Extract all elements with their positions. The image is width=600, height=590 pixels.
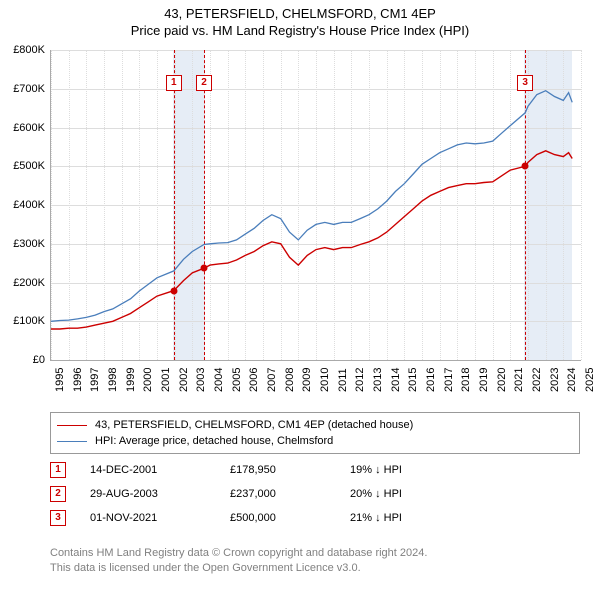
event-dot: [170, 287, 177, 294]
x-tick-label: 2000: [142, 368, 154, 392]
y-tick-label: £700K: [0, 83, 45, 95]
event-price: £178,950: [230, 464, 350, 476]
x-tick-label: 2016: [425, 368, 437, 392]
x-tick-label: 2009: [301, 368, 313, 392]
events-table: 1 14-DEC-2001£178,95019% ↓ HPI 2 29-AUG-200…: [50, 458, 580, 530]
x-tick-label: 2018: [460, 368, 472, 392]
x-tick-label: 2021: [513, 368, 525, 392]
y-tick-label: £200K: [0, 277, 45, 289]
x-tick-label: 1999: [125, 368, 137, 392]
event-price: £500,000: [230, 512, 350, 524]
event-row: 1 14-DEC-2001£178,95019% ↓ HPI: [50, 458, 580, 482]
x-tick-label: 1997: [89, 368, 101, 392]
event-delta: 20% ↓ HPI: [350, 488, 470, 500]
event-row: 2 29-AUG-2003£237,00020% ↓ HPI: [50, 482, 580, 506]
gridline: [581, 50, 582, 360]
x-tick-label: 2017: [443, 368, 455, 392]
x-tick-label: 2013: [372, 368, 384, 392]
event-dot: [522, 163, 529, 170]
page-title: 43, PETERSFIELD, CHELMSFORD, CM1 4EP: [0, 6, 600, 21]
legend-item: HPI: Average price, detached house, Chel…: [57, 433, 573, 449]
event-price: £237,000: [230, 488, 350, 500]
x-tick-label: 2010: [319, 368, 331, 392]
legend-label: HPI: Average price, detached house, Chel…: [95, 435, 333, 447]
event-date: 01-NOV-2021: [90, 512, 230, 524]
x-tick-label: 2012: [354, 368, 366, 392]
event-delta: 19% ↓ HPI: [350, 464, 470, 476]
y-tick-label: £400K: [0, 199, 45, 211]
event-row: 3 01-NOV-2021£500,00021% ↓ HPI: [50, 506, 580, 530]
y-tick-label: £100K: [0, 315, 45, 327]
x-tick-label: 2007: [266, 368, 278, 392]
legend-label: 43, PETERSFIELD, CHELMSFORD, CM1 4EP (de…: [95, 419, 413, 431]
legend-item: 43, PETERSFIELD, CHELMSFORD, CM1 4EP (de…: [57, 417, 573, 433]
legend: 43, PETERSFIELD, CHELMSFORD, CM1 4EP (de…: [50, 412, 580, 454]
x-tick-label: 1995: [54, 368, 66, 392]
x-tick-label: 2002: [178, 368, 190, 392]
chart: 123 £0£100K£200K£300K£400K£500K£600K£700…: [50, 50, 580, 360]
x-tick-label: 1998: [107, 368, 119, 392]
event-number-box: 3: [50, 510, 66, 526]
x-tick-label: 2008: [284, 368, 296, 392]
x-tick-label: 2014: [390, 368, 402, 392]
event-date: 29-AUG-2003: [90, 488, 230, 500]
series-line: [51, 151, 572, 329]
page-subtitle: Price paid vs. HM Land Registry's House …: [0, 23, 600, 38]
event-number-box: 1: [50, 462, 66, 478]
event-delta: 21% ↓ HPI: [350, 512, 470, 524]
y-tick-label: £500K: [0, 160, 45, 172]
legend-swatch: [57, 425, 87, 426]
x-tick-label: 2011: [337, 368, 349, 392]
y-tick-label: £800K: [0, 44, 45, 56]
legend-swatch: [57, 441, 87, 442]
x-tick-label: 2015: [407, 368, 419, 392]
event-number-box: 2: [50, 486, 66, 502]
footnote: Contains HM Land Registry data © Crown c…: [50, 546, 580, 576]
x-tick-label: 2020: [496, 368, 508, 392]
footnote-line-1: Contains HM Land Registry data © Crown c…: [50, 546, 580, 561]
plot-area: 123: [50, 50, 581, 361]
event-date: 14-DEC-2001: [90, 464, 230, 476]
x-tick-label: 2005: [231, 368, 243, 392]
x-tick-label: 2019: [478, 368, 490, 392]
x-tick-label: 2025: [584, 368, 596, 392]
x-tick-label: 2006: [248, 368, 260, 392]
series-line: [51, 91, 572, 322]
x-tick-label: 1996: [72, 368, 84, 392]
x-tick-label: 2022: [531, 368, 543, 392]
y-tick-label: £0: [0, 354, 45, 366]
x-tick-label: 2023: [549, 368, 561, 392]
x-tick-label: 2001: [160, 368, 172, 392]
x-tick-label: 2003: [195, 368, 207, 392]
y-tick-label: £300K: [0, 238, 45, 250]
event-dot: [200, 265, 207, 272]
x-tick-label: 2024: [566, 368, 578, 392]
y-tick-label: £600K: [0, 122, 45, 134]
x-tick-label: 2004: [213, 368, 225, 392]
footnote-line-2: This data is licensed under the Open Gov…: [50, 561, 580, 576]
